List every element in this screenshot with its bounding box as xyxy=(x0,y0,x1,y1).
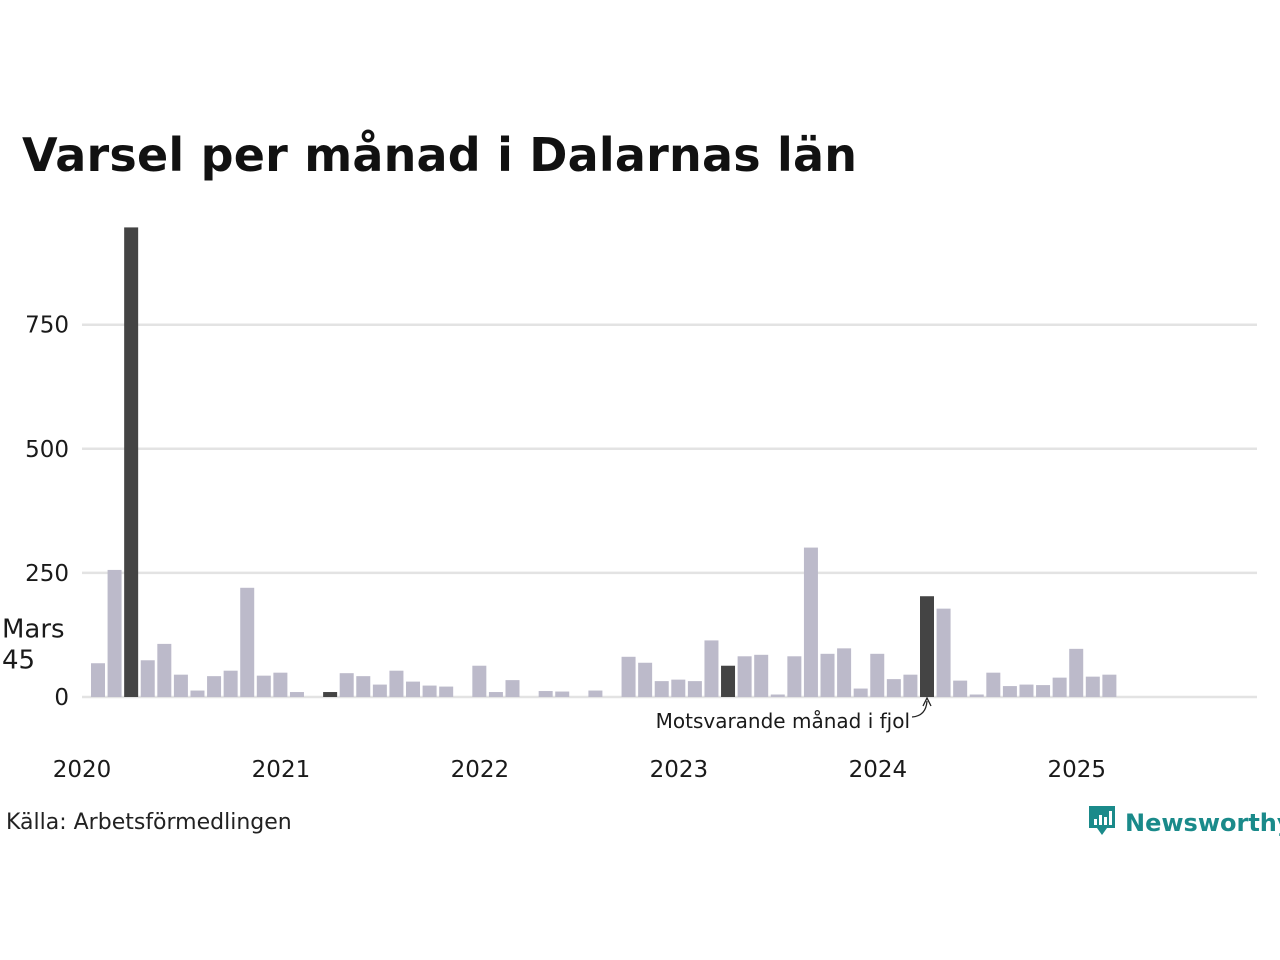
bar-2021-05 xyxy=(356,676,371,697)
bar-2020-02 xyxy=(107,569,122,697)
bar-2022-05 xyxy=(555,691,570,697)
bar-2023-02 xyxy=(704,640,719,697)
current-value-label: 45 xyxy=(2,646,35,676)
bar-2025-02 xyxy=(1102,674,1117,697)
bar-2020-01 xyxy=(91,663,105,697)
bar-2022-11 xyxy=(654,681,669,697)
bar-2023-07 xyxy=(787,656,802,697)
y-axis: 0 250 500 750 xyxy=(25,313,69,711)
bar-2020-03 xyxy=(124,227,139,698)
bars xyxy=(91,227,1117,698)
bar-2021-10 xyxy=(439,686,454,697)
y-tick-label: 500 xyxy=(25,437,69,463)
bar-2021-06 xyxy=(372,684,387,697)
y-tick-label: 250 xyxy=(25,561,69,587)
bar-2021-08 xyxy=(406,681,421,697)
bar-2021-01 xyxy=(289,692,304,697)
annotation-arrow-head xyxy=(922,696,932,707)
bar-2021-07 xyxy=(389,670,404,697)
bar-2022-04 xyxy=(538,691,553,697)
bar-2020-10 xyxy=(240,587,255,697)
bar-2021-09 xyxy=(422,685,437,697)
bar-2022-12 xyxy=(671,679,686,697)
bar-2024-03 xyxy=(920,596,934,697)
gridlines xyxy=(82,323,1257,699)
x-tick-label: 2023 xyxy=(650,757,709,783)
bar-2023-08 xyxy=(803,547,818,697)
x-tick-label: 2021 xyxy=(252,757,311,783)
bar-2024-06 xyxy=(969,694,984,697)
bar-2024-10 xyxy=(1036,685,1051,697)
current-month-label: Mars xyxy=(2,615,65,645)
bar-2024-11 xyxy=(1052,677,1067,697)
bar-2021-03 xyxy=(323,692,338,697)
annotation-arrow-line xyxy=(911,700,928,718)
bar-2022-10 xyxy=(638,662,653,697)
bar-2023-01 xyxy=(687,681,702,697)
bar-2023-04 xyxy=(737,656,752,697)
bar-2024-02 xyxy=(903,674,918,697)
bar-2021-12 xyxy=(472,665,487,697)
bar-2023-11 xyxy=(853,688,868,697)
previous-year-note: Motsvarande månad i fjol xyxy=(656,709,910,733)
bar-2020-11 xyxy=(256,675,271,697)
chart-title: Varsel per månad i Dalarnas län xyxy=(22,128,858,182)
bar-2025-01 xyxy=(1085,676,1100,697)
y-tick-label: 750 xyxy=(25,313,69,339)
brand-name: Newsworthy xyxy=(1125,809,1280,837)
y-tick-label: 0 xyxy=(54,685,69,711)
bar-2023-12 xyxy=(870,653,885,697)
x-tick-label: 2020 xyxy=(53,757,112,783)
bar-2024-12 xyxy=(1069,648,1084,697)
brand-logo[interactable]: Newsworthy xyxy=(1087,804,1280,842)
bar-2024-08 xyxy=(1002,686,1017,697)
bar-2022-09 xyxy=(621,656,636,697)
bar-2023-09 xyxy=(820,653,835,697)
bar-2022-07 xyxy=(588,690,603,697)
x-axis: 2020 2021 2022 2023 2024 2025 xyxy=(53,757,1106,783)
newsworthy-logo-icon xyxy=(1087,804,1117,842)
x-tick-label: 2025 xyxy=(1048,757,1107,783)
bar-2024-04 xyxy=(936,608,951,697)
bar-2024-07 xyxy=(986,672,1001,697)
bar-2020-08 xyxy=(207,676,222,697)
bar-2024-09 xyxy=(1019,684,1034,697)
bar-2021-04 xyxy=(339,673,354,697)
bar-2020-09 xyxy=(223,670,238,697)
bar-2023-05 xyxy=(754,654,769,697)
bar-2020-04 xyxy=(140,660,155,697)
bar-2024-01 xyxy=(886,679,901,697)
bar-2023-03 xyxy=(721,665,736,697)
x-tick-label: 2022 xyxy=(451,757,510,783)
bar-2020-12 xyxy=(273,672,288,697)
bar-2023-06 xyxy=(770,694,785,697)
bar-2022-02 xyxy=(505,680,520,697)
bar-2020-06 xyxy=(173,674,188,697)
bar-2020-05 xyxy=(157,643,172,697)
bar-2022-01 xyxy=(488,692,503,697)
source-note: Källa: Arbetsförmedlingen xyxy=(6,810,292,835)
bar-2020-07 xyxy=(190,690,205,697)
x-tick-label: 2024 xyxy=(849,757,908,783)
bar-2024-05 xyxy=(953,680,968,697)
bar-2023-10 xyxy=(837,648,852,697)
